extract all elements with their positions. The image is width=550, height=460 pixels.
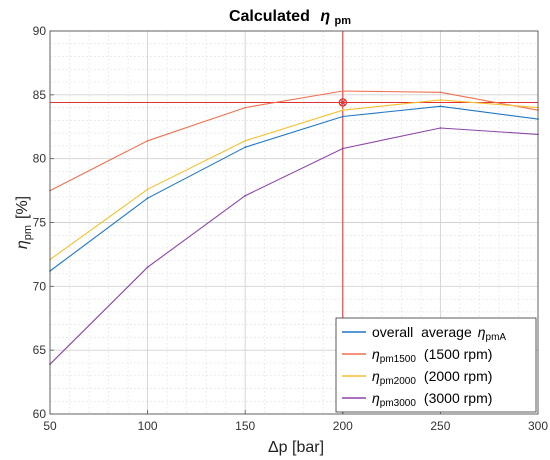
- legend-series-rpm: (2000 rpm): [424, 368, 492, 384]
- marker-cross-b: [339, 99, 346, 106]
- data-point-pmA: [341, 115, 344, 118]
- x-tick-label: 300: [528, 419, 548, 433]
- legend-box: [335, 317, 537, 413]
- legend-series-subscript: pm1500: [380, 354, 417, 365]
- y-tick-label: 70: [33, 279, 47, 293]
- series-line-pmA: [49, 105, 539, 272]
- legend-label-pmA: overall average ηpmA: [372, 324, 506, 343]
- legend-series-name: overall average: [372, 324, 472, 340]
- series-line-pm2000: [49, 99, 539, 260]
- highlight-marker: [338, 98, 347, 107]
- y-tick-label: 90: [33, 24, 47, 38]
- data-point-pm1500: [244, 106, 247, 109]
- y-tick-label: 75: [33, 216, 47, 230]
- data-point-pm1500: [439, 91, 442, 94]
- legend-label-pm1500: ηpm1500 (1500 rpm): [372, 346, 492, 365]
- data-point-pmA: [244, 146, 247, 149]
- legend-series-subscript: pm3000: [380, 398, 417, 409]
- tick-group: 50 100 150 200 250 300 60 65 70 75 80 85 90: [33, 24, 549, 433]
- chart-title-subscript: pm: [335, 15, 352, 27]
- x-tick-label: 200: [333, 419, 353, 433]
- data-point-pmA: [439, 105, 442, 108]
- x-tick-label: 50: [43, 419, 57, 433]
- legend-label-pm2000: ηpm2000 (2000 rpm): [372, 368, 492, 387]
- data-point-pm3000: [341, 147, 344, 150]
- y-tick-label: 80: [33, 152, 47, 166]
- series-group: [49, 90, 539, 366]
- series-line-pm1500: [49, 90, 539, 192]
- y-axis-title-subscript: pm: [22, 225, 34, 240]
- series-line-pm3000: [49, 127, 539, 365]
- data-point-pm3000: [244, 194, 247, 197]
- marker-circle: [338, 98, 347, 107]
- chart-title-symbol: η: [320, 8, 330, 25]
- x-tick-label: 250: [430, 419, 450, 433]
- data-point-pm2000: [146, 188, 149, 191]
- data-point-pm2000: [244, 139, 247, 142]
- y-tick-label: 60: [33, 407, 47, 421]
- legend-label-pm3000: ηpm3000 (3000 rpm): [372, 390, 492, 409]
- y-tick-label: 65: [33, 343, 47, 357]
- legend-series-symbol: η: [372, 346, 380, 362]
- y-axis-title: ηpm [%]: [14, 196, 34, 249]
- y-axis-title-symbol: η: [14, 240, 31, 249]
- data-point-pm1500: [341, 90, 344, 92]
- legend-series-rpm: (1500 rpm): [424, 346, 492, 362]
- chart-title: Calculated η pm: [229, 8, 351, 27]
- data-point-pmA: [146, 197, 149, 200]
- x-axis-title: Δp [bar]: [268, 439, 324, 456]
- legend-series-symbol: η: [372, 390, 380, 406]
- data-point-pm2000: [341, 109, 344, 112]
- legend-series-symbol: η: [478, 324, 486, 340]
- y-tick-label: 85: [33, 88, 47, 102]
- y-axis-title-unit: [%]: [14, 196, 31, 219]
- x-tick-label: 150: [235, 419, 255, 433]
- data-point-pm3000: [146, 266, 149, 269]
- legend-series-subscript: pm2000: [380, 376, 417, 387]
- data-point-pm3000: [439, 127, 442, 129]
- data-point-pm1500: [146, 139, 149, 142]
- chart-title-text: Calculated: [229, 8, 310, 25]
- x-tick-label: 100: [138, 419, 158, 433]
- legend-series-rpm: (3000 rpm): [424, 390, 492, 406]
- data-point-pm2000: [439, 99, 442, 101]
- legend-series-subscript: pmA: [486, 332, 507, 343]
- legend-series-symbol: η: [372, 368, 380, 384]
